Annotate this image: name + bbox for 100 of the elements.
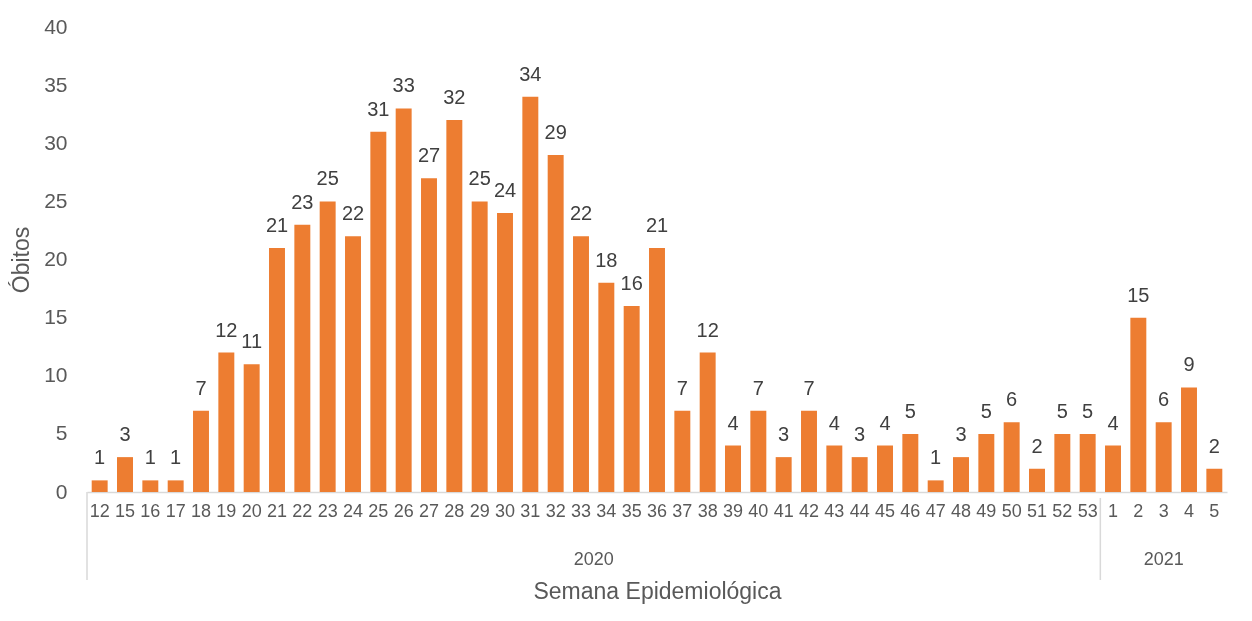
x-tick-label: 44 bbox=[849, 500, 870, 521]
bar bbox=[117, 457, 133, 492]
x-tick-label: 28 bbox=[444, 500, 465, 521]
data-label: 5 bbox=[904, 399, 916, 422]
bar bbox=[1155, 422, 1172, 492]
x-tick-label: 3 bbox=[1158, 500, 1169, 521]
x-tick-label: 43 bbox=[824, 500, 845, 521]
bar bbox=[674, 410, 691, 492]
data-label: 1 bbox=[144, 446, 156, 469]
bar bbox=[243, 364, 260, 492]
data-label: 4 bbox=[727, 411, 739, 434]
data-label: 4 bbox=[828, 411, 840, 434]
x-tick-label: 42 bbox=[798, 500, 820, 521]
data-label: 18 bbox=[595, 248, 618, 271]
data-label: 12 bbox=[215, 318, 238, 341]
data-label: 7 bbox=[676, 376, 688, 399]
data-label: 21 bbox=[265, 213, 289, 236]
x-tick-label: 38 bbox=[697, 500, 718, 521]
bar bbox=[877, 445, 893, 492]
bar bbox=[953, 457, 969, 492]
data-label: 32 bbox=[443, 86, 466, 108]
x-tick-label: 4 bbox=[1183, 500, 1195, 521]
x-tick-label: 19 bbox=[216, 500, 237, 521]
data-label: 7 bbox=[195, 376, 207, 399]
x-tick-label: 37 bbox=[672, 500, 693, 521]
data-label: 23 bbox=[291, 190, 314, 213]
bar bbox=[1206, 468, 1223, 492]
data-label: 3 bbox=[854, 423, 866, 446]
data-label: 31 bbox=[367, 97, 390, 120]
data-label: 22 bbox=[341, 202, 365, 225]
y-tick-label: 30 bbox=[44, 130, 68, 154]
x-tick-label: 26 bbox=[393, 500, 414, 521]
data-label: 12 bbox=[696, 318, 719, 341]
bar bbox=[1181, 387, 1197, 492]
data-label: 2 bbox=[1031, 434, 1043, 457]
bar bbox=[623, 306, 640, 492]
bar bbox=[851, 457, 868, 492]
bar bbox=[370, 131, 387, 492]
bar bbox=[725, 445, 741, 492]
bar bbox=[598, 282, 615, 492]
bar bbox=[471, 201, 488, 492]
x-tick-label: 18 bbox=[190, 500, 212, 521]
bar bbox=[218, 352, 235, 492]
data-label: 21 bbox=[645, 213, 669, 236]
bar bbox=[167, 480, 184, 492]
bar bbox=[497, 213, 513, 492]
data-label: 2 bbox=[1208, 434, 1220, 457]
x-tick-label: 45 bbox=[874, 500, 896, 521]
x-tick-label: 51 bbox=[1026, 500, 1048, 521]
data-label: 7 bbox=[803, 376, 815, 399]
x-tick-label: 30 bbox=[494, 500, 516, 521]
y-tick-label: 35 bbox=[44, 72, 68, 96]
x-tick-label: 1 bbox=[1107, 500, 1119, 521]
bar bbox=[1003, 422, 1020, 492]
x-tick-label: 32 bbox=[545, 500, 566, 521]
data-label: 1 bbox=[170, 446, 182, 469]
x-tick-label: 27 bbox=[418, 500, 440, 521]
bar bbox=[395, 108, 412, 492]
x-tick-label: 31 bbox=[520, 500, 541, 521]
bar bbox=[294, 224, 311, 492]
data-label: 1 bbox=[930, 446, 942, 469]
bar bbox=[142, 480, 159, 492]
bar bbox=[1054, 433, 1071, 492]
x-tick-label: 40 bbox=[748, 500, 769, 521]
x-tick-label: 36 bbox=[646, 500, 668, 521]
x-tick-label: 39 bbox=[722, 500, 744, 521]
data-label: 29 bbox=[544, 120, 567, 143]
y-axis-title: Óbitos bbox=[8, 226, 35, 294]
y-tick-label: 15 bbox=[44, 305, 68, 329]
x-tick-label: 20 bbox=[241, 500, 262, 521]
y-tick-label: 20 bbox=[44, 247, 68, 270]
x-tick-label: 47 bbox=[925, 500, 946, 521]
bar bbox=[193, 410, 209, 492]
bar bbox=[91, 480, 108, 492]
x-tick-label: 2 bbox=[1133, 500, 1144, 521]
x-tick-label: 41 bbox=[773, 500, 794, 521]
x-tick-label: 15 bbox=[114, 500, 136, 521]
data-label: 7 bbox=[752, 376, 764, 399]
data-label: 3 bbox=[955, 423, 967, 446]
x-tick-label: 52 bbox=[1052, 500, 1073, 521]
bar bbox=[446, 120, 463, 492]
x-tick-label: 34 bbox=[596, 500, 617, 521]
data-label: 4 bbox=[879, 411, 891, 434]
bar bbox=[750, 410, 767, 492]
bar bbox=[573, 236, 589, 492]
data-label: 9 bbox=[1183, 353, 1195, 376]
data-label: 6 bbox=[1158, 388, 1170, 411]
x-tick-label: 25 bbox=[368, 500, 389, 521]
x-tick-label: 46 bbox=[900, 500, 921, 521]
data-label: 3 bbox=[119, 423, 131, 446]
bar bbox=[269, 247, 285, 492]
data-label: 5 bbox=[980, 399, 992, 422]
bar bbox=[927, 480, 944, 492]
x-tick-label: 50 bbox=[1001, 500, 1022, 521]
x-tick-label: 49 bbox=[976, 500, 997, 521]
bar bbox=[319, 201, 336, 492]
x-tick-label: 16 bbox=[140, 500, 161, 521]
bar bbox=[902, 433, 919, 492]
data-label: 4 bbox=[1107, 411, 1119, 434]
x-tick-label: 48 bbox=[950, 500, 972, 521]
